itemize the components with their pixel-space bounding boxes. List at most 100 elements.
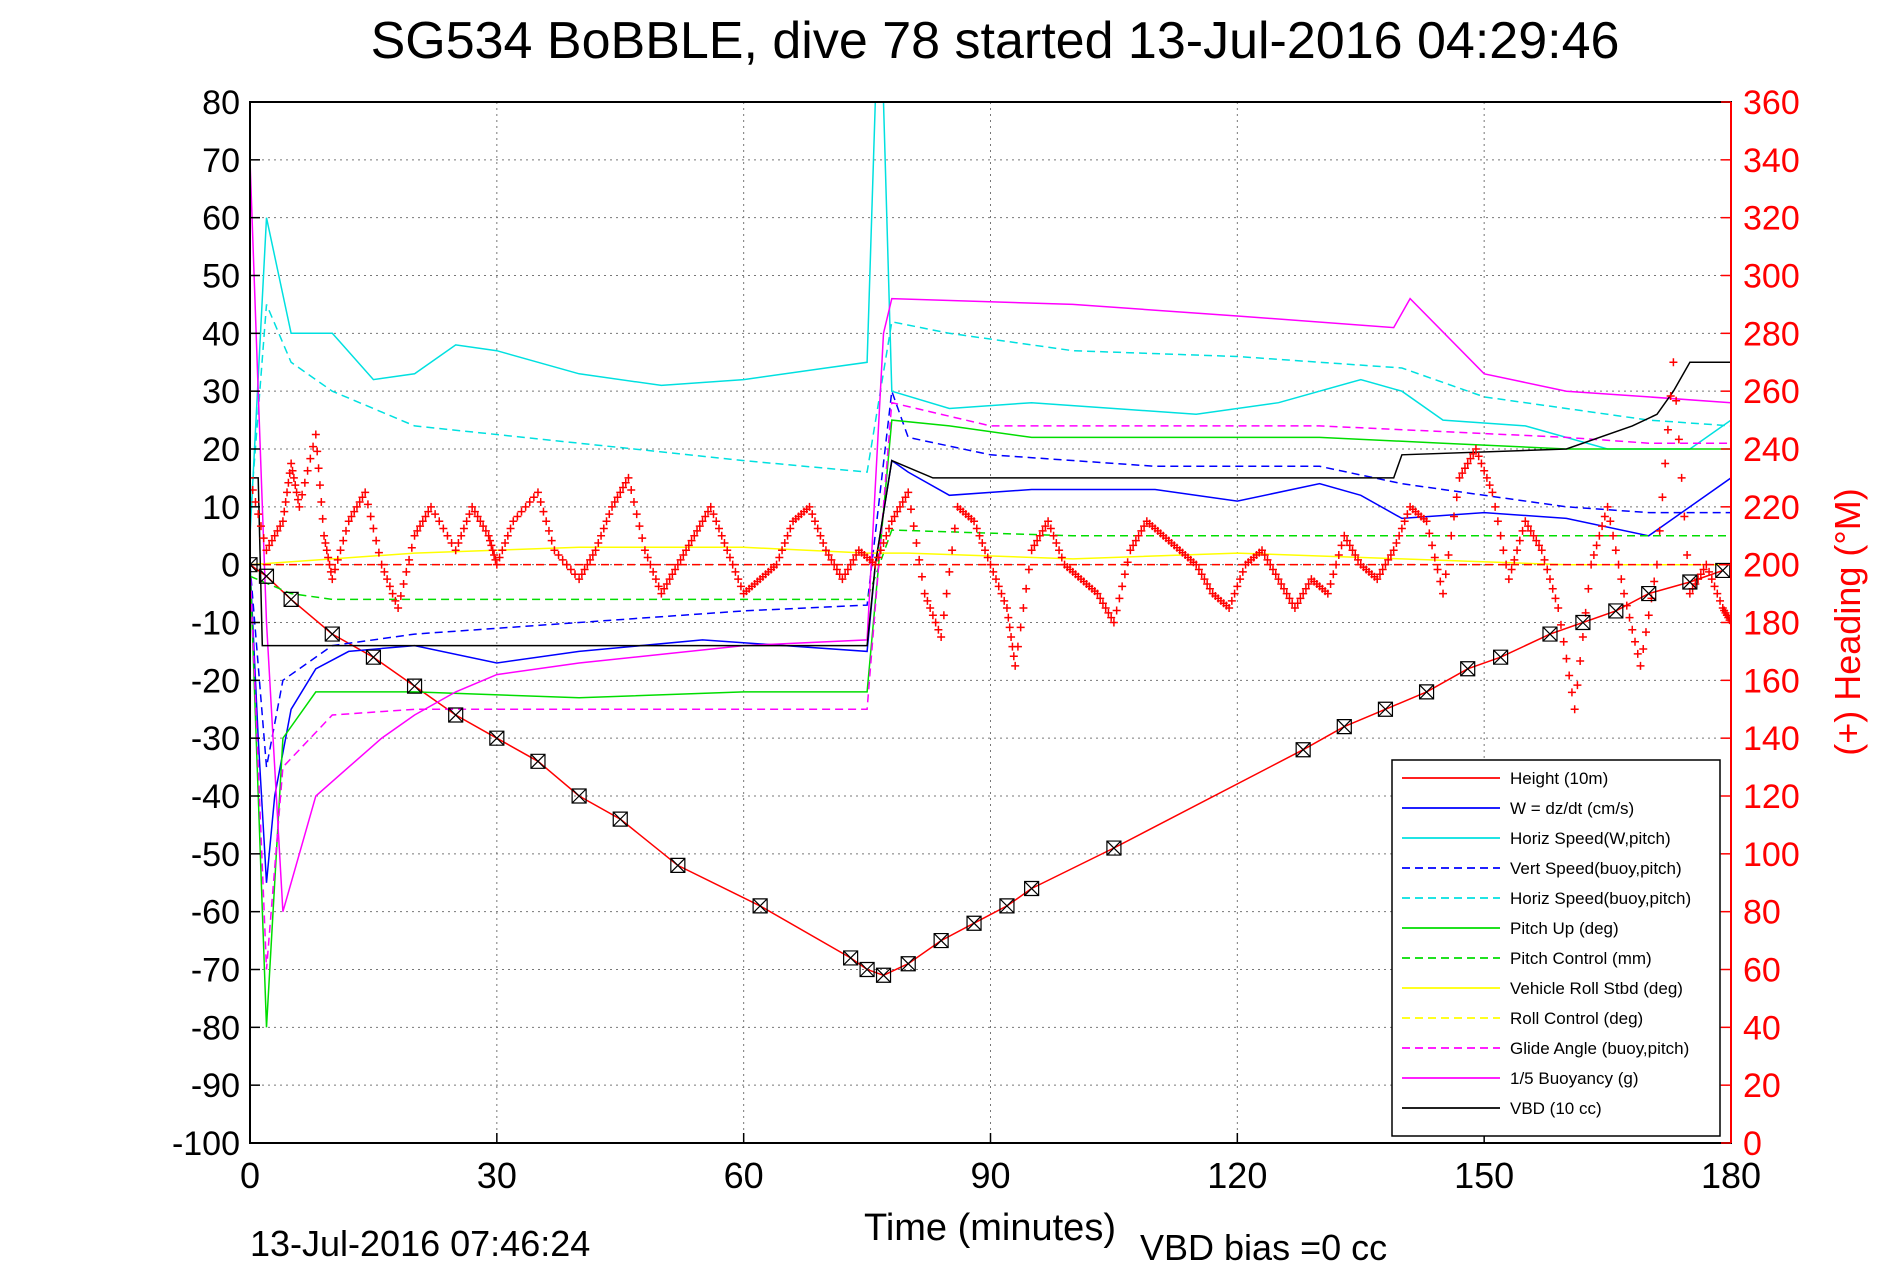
- heading-point: [1268, 565, 1277, 574]
- axes: 0 30 60 90 120 150 18080706050403020100-10-20-…: [172, 84, 1800, 1196]
- heading-point: [333, 555, 342, 564]
- heading-point: [407, 543, 416, 552]
- heading-point: [1345, 541, 1354, 550]
- heading-point: [1639, 645, 1648, 654]
- heading-point: [838, 575, 847, 584]
- heading-point: [1000, 596, 1009, 605]
- heading-point: [991, 575, 1000, 584]
- heading-point: [503, 531, 512, 540]
- heading-point: [671, 565, 680, 574]
- heading-point: [879, 538, 888, 547]
- heading-point: [1260, 551, 1269, 560]
- heading-point: [1044, 517, 1053, 526]
- heading-point: [1348, 546, 1357, 555]
- heading-point: [1696, 570, 1705, 579]
- heading-point: [372, 536, 381, 545]
- heading-point: [562, 560, 571, 569]
- heading-point: [970, 517, 979, 526]
- y2-tick-label: 260: [1743, 373, 1800, 411]
- heading-point: [1450, 512, 1458, 521]
- heading-point: [819, 538, 828, 547]
- heading-point: [824, 551, 833, 560]
- heading-point: [638, 534, 647, 543]
- heading-point: [1543, 565, 1552, 574]
- heading-point: [687, 536, 696, 545]
- height-marker: [324, 626, 340, 642]
- heading-point: [668, 570, 677, 579]
- heading-point: [1373, 575, 1382, 584]
- heading-point: [665, 575, 674, 584]
- heading-point: [778, 546, 787, 555]
- heading-point: [1507, 565, 1516, 574]
- legend-box: [1391, 759, 1721, 1137]
- heading-point: [1595, 531, 1604, 540]
- y-tick-label: -80: [191, 1009, 240, 1047]
- heading-point: [352, 502, 361, 511]
- heading-point: [506, 524, 515, 533]
- height-marker: [1418, 684, 1435, 700]
- heading-point: [657, 589, 666, 598]
- heading-point: [1098, 599, 1107, 608]
- heading-point: [1093, 589, 1102, 598]
- heading-point: [1482, 473, 1491, 482]
- y-tick-label: -50: [191, 836, 240, 874]
- heading-point: [621, 478, 630, 487]
- y2-axis-label: (+) Heading (°M): [1827, 488, 1868, 755]
- heading-point: [780, 538, 789, 547]
- heading-point: [470, 507, 479, 516]
- heading-point: [517, 507, 526, 516]
- heading-point: [1386, 551, 1395, 560]
- heading-point: [714, 524, 723, 533]
- height-marker: [875, 967, 892, 983]
- heading-point: [728, 560, 737, 569]
- heading-point: [660, 584, 669, 593]
- heading-point: [1002, 604, 1011, 613]
- y-tick-label: 50: [202, 258, 240, 296]
- heading-point: [1378, 565, 1387, 574]
- heading-point: [673, 560, 682, 569]
- heading-point: [898, 498, 907, 507]
- heading-point: [876, 546, 885, 555]
- heading-point: [1499, 546, 1508, 555]
- heading-point: [1384, 555, 1393, 564]
- x-tick-label: 60: [724, 1155, 764, 1196]
- heading-point: [270, 531, 279, 540]
- heading-point: [254, 510, 263, 519]
- heading-point: [624, 473, 633, 482]
- heading-point: [616, 488, 625, 497]
- heading-point: [1524, 522, 1533, 531]
- heading-point: [1652, 560, 1661, 569]
- heading-point: [1296, 594, 1305, 603]
- heading-point: [1197, 570, 1206, 579]
- heading-point: [1436, 577, 1445, 586]
- heading-point: [712, 517, 721, 526]
- heading-point: [885, 524, 894, 533]
- heading-point: [1677, 473, 1686, 482]
- heading-point: [651, 575, 660, 584]
- height-marker: [448, 707, 464, 723]
- height-marker: [612, 811, 628, 827]
- heading-point: [997, 589, 1006, 598]
- series-line: [250, 361, 1731, 647]
- height-marker: [1024, 880, 1040, 897]
- heading-point: [1592, 541, 1601, 550]
- heading-point: [396, 591, 405, 600]
- heading-point: [986, 560, 995, 569]
- heading-point: [989, 567, 998, 576]
- heading-point: [1400, 517, 1409, 526]
- heading-point: [385, 582, 394, 591]
- height-marker: [1542, 626, 1558, 642]
- heading-point: [1611, 546, 1620, 555]
- heading-point: [1614, 560, 1623, 569]
- heading-point: [1439, 589, 1448, 598]
- heading-point: [1052, 538, 1061, 547]
- heading-point: [347, 512, 356, 521]
- y-tick-label: 0: [221, 547, 240, 585]
- heading-point: [1013, 642, 1022, 651]
- heading-point: [613, 493, 622, 502]
- heading-point: [821, 546, 830, 555]
- heading-point: [1395, 531, 1404, 540]
- heading-point: [975, 531, 984, 540]
- heading-point: [1535, 541, 1544, 550]
- heading-point: [1205, 584, 1214, 593]
